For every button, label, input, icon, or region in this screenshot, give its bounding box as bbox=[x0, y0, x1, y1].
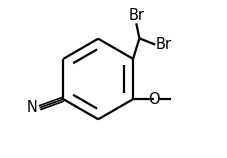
Text: N: N bbox=[27, 100, 38, 115]
Text: Br: Br bbox=[128, 8, 144, 23]
Text: Br: Br bbox=[155, 37, 171, 52]
Text: O: O bbox=[147, 92, 159, 107]
